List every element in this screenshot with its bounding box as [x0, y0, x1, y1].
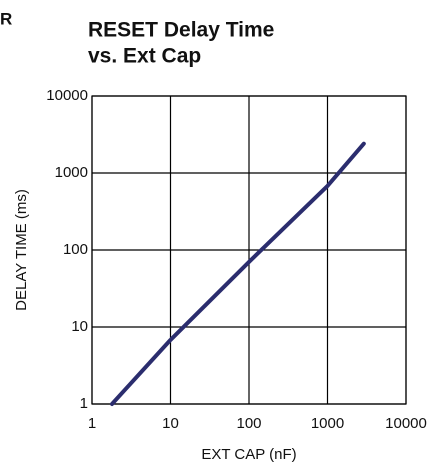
data-line	[110, 141, 366, 406]
x-axis-label: EXT CAP (nF)	[201, 446, 296, 462]
x-tick-label: 10	[162, 415, 179, 432]
y-tick-label: 1	[80, 395, 88, 412]
y-tick-label: 1000	[55, 164, 88, 181]
y-axis-label: DELAY TIME (ms)	[13, 189, 30, 311]
y-tick-label: 100	[63, 241, 88, 258]
x-tick-label: 100	[236, 415, 261, 432]
chart-title: RESET Delay Time	[88, 19, 274, 42]
x-tick-label: 1000	[311, 415, 344, 432]
y-tick-label: 10	[71, 318, 88, 335]
annotation: R	[0, 9, 12, 28]
y-tick-label: 10000	[46, 87, 88, 104]
x-tick-label: 10000	[385, 415, 427, 432]
x-tick-label: 1	[88, 415, 96, 432]
chart-subtitle: vs. Ext Cap	[88, 45, 201, 68]
